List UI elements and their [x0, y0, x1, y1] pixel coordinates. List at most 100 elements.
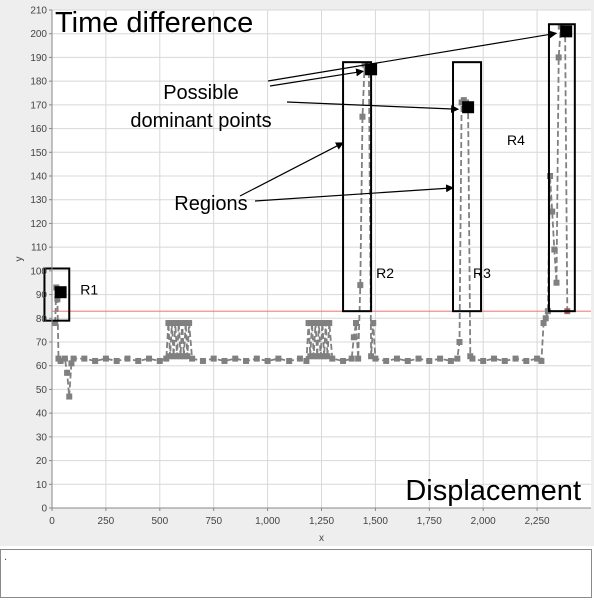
text-panel-content: . [4, 552, 8, 563]
data-point [163, 355, 170, 362]
data-point [501, 357, 508, 364]
dominant-point [54, 286, 67, 299]
data-point [264, 357, 271, 364]
data-point [547, 173, 554, 179]
heading-label: Time difference [55, 7, 253, 39]
y-tick-label: 200 [30, 29, 47, 40]
data-point [66, 393, 73, 400]
axes: 0 10 20 30 40 50 60 70 80 90 100 110 120 130 140 150 160… [14, 6, 591, 544]
y-tick-label: 130 [30, 195, 47, 206]
data-point [352, 320, 359, 327]
data-point [357, 282, 364, 289]
x-tick-label: 1,000 [255, 516, 280, 527]
data-point [307, 353, 314, 360]
data-point [553, 279, 560, 286]
y-tick-label: 120 [30, 219, 47, 230]
data-point [393, 355, 400, 362]
grid [51, 9, 591, 509]
data-point [186, 320, 193, 327]
data-point [538, 357, 545, 364]
y-tick-label: 100 [30, 266, 47, 277]
data-point [490, 355, 497, 362]
data-point [61, 355, 68, 362]
dominant-point [462, 101, 475, 114]
region-label-r1: R1 [80, 282, 98, 298]
y-tick-label: 50 [36, 385, 48, 396]
y-tick-label: 80 [36, 314, 48, 325]
data-point [319, 320, 326, 327]
region-label-r3: R3 [473, 265, 491, 281]
data-point [549, 208, 556, 215]
data-point [180, 353, 187, 360]
region-box [547, 23, 576, 313]
data-point [359, 113, 366, 120]
data-point [182, 320, 189, 327]
data-point [329, 355, 336, 362]
text-panel[interactable]: . [0, 549, 592, 598]
data-point [512, 355, 519, 362]
chart-panel: R1 R2 R3 R4 0 10 20 30 40 50 60 70 80 90 100 110 120 130… [0, 0, 594, 546]
data-point [456, 339, 463, 345]
data-point [170, 353, 177, 360]
data-point [348, 355, 355, 362]
annotations: Time difference Displacement Possible domin… [55, 7, 581, 507]
data-point [64, 369, 71, 376]
x-tick-label: 250 [98, 516, 115, 527]
x-axis-label: x [319, 533, 324, 544]
x-tick-label: 2,250 [525, 516, 550, 527]
data-point [146, 355, 153, 362]
arrow-regions-r2 [239, 142, 344, 197]
data-point [315, 320, 322, 327]
data-point [312, 320, 319, 327]
data-point [542, 315, 549, 322]
data-point [232, 355, 239, 362]
data-point [189, 355, 196, 362]
data-point [321, 353, 328, 360]
x-tick-label: 1,500 [363, 516, 388, 527]
data-point [174, 353, 181, 360]
x-tick-label: 1,250 [309, 516, 334, 527]
data-point [324, 353, 331, 360]
data-point [286, 357, 293, 364]
data-point [322, 320, 329, 327]
y-tick-label: 40 [36, 409, 48, 420]
data-point [309, 320, 316, 327]
y-tick-label: 150 [30, 148, 47, 159]
data-point [70, 355, 77, 362]
data-point [135, 357, 142, 364]
data-point [253, 355, 260, 362]
data-point [540, 320, 547, 327]
data-point [275, 355, 282, 362]
data-point [372, 355, 379, 362]
y-tick-label: 60 [36, 361, 48, 372]
data-point [310, 353, 317, 360]
data-point [221, 357, 228, 364]
footer-label: Displacement [405, 475, 581, 507]
data-point [415, 355, 422, 362]
data-point [447, 357, 454, 364]
data-point [179, 320, 186, 327]
y-axis-label: y [14, 257, 25, 262]
y-tick-label: 90 [36, 290, 48, 301]
arrow-dominant-r2 [269, 68, 365, 87]
y-tick-label: 190 [30, 53, 47, 64]
arrow-dominant-r3 [286, 101, 460, 113]
x-tick-label: 0 [49, 516, 55, 527]
data-point [317, 353, 324, 360]
x-tick-label: 1,750 [417, 516, 442, 527]
data-point [168, 320, 175, 327]
data-point [480, 357, 487, 364]
data-point [368, 353, 375, 360]
data-point [81, 355, 88, 362]
data-point [370, 320, 377, 327]
data-point [469, 355, 476, 362]
arrow-regions-r3 [254, 184, 455, 202]
data-point [102, 355, 109, 362]
data-point [165, 320, 172, 327]
data-point [124, 355, 131, 362]
arrow-dominant-r4 [267, 30, 558, 82]
region-box [342, 61, 373, 313]
chart-svg: R1 R2 R3 R4 0 10 20 30 40 50 60 70 80 90 100 110 120 130… [14, 6, 591, 544]
data-point [544, 308, 551, 315]
y-tick-label: 10 [36, 480, 48, 491]
